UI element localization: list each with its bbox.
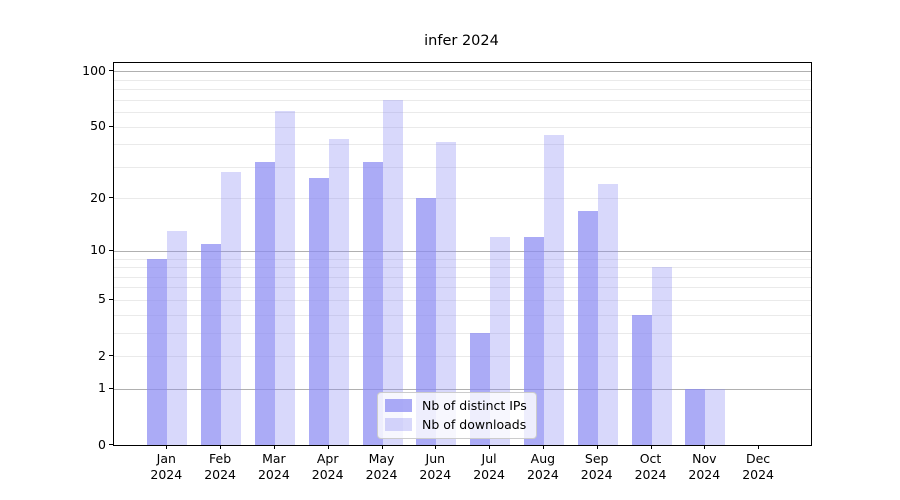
gridline-minor [114,144,811,146]
legend: Nb of distinct IPs Nb of downloads [377,392,537,439]
gridline-minor [114,99,811,101]
gridline-minor [114,126,811,128]
y-tick [109,197,113,199]
gridline-minor [114,287,811,289]
bar-downloads-nov [705,388,726,445]
y-tick-label: 0 [98,436,106,452]
bar-downloads-sep [597,184,618,445]
bar-distinct-ips-sep [577,210,598,445]
bar-downloads-apr [328,138,349,445]
x-tick-label: Aug 2024 [526,451,559,482]
gridline-minor [114,166,811,168]
y-tick-label: 10 [90,242,106,258]
gridline-minor [114,332,811,334]
x-tick-label: Nov 2024 [688,451,721,482]
x-tick [596,445,598,449]
y-tick-label: 5 [98,291,106,307]
y-tick-label: 20 [90,189,106,205]
gridline-minor [114,198,811,200]
gridline-minor [114,267,811,268]
x-tick [166,445,168,449]
x-tick-label: Apr 2024 [311,451,344,482]
x-tick-label: Jun 2024 [419,451,452,482]
legend-swatch-downloads [385,418,412,431]
y-tick-label: 100 [82,62,106,78]
bar-distinct-ips-apr [308,178,329,445]
y-tick [109,355,113,356]
bar-distinct-ips-nov [685,388,706,445]
y-tick [109,387,113,389]
gridline-minor [114,258,811,260]
gridline-major [114,250,811,252]
plot-area [113,62,812,446]
y-tick [109,249,113,251]
gridline-minor [114,89,811,90]
gridline-minor [114,276,811,278]
x-tick-label: May 2024 [365,451,398,482]
bar-distinct-ips-jan [147,258,168,445]
x-tick [381,445,383,449]
bar-distinct-ips-may [362,161,383,445]
bar-downloads-jan [167,231,188,445]
bar-downloads-may [382,99,403,445]
bar-downloads-mar [274,110,295,445]
x-tick-label: Dec 2024 [742,451,774,482]
gridline-minor [114,314,811,316]
gridline-minor [114,79,811,81]
x-tick-label: Jul 2024 [473,451,505,482]
x-tick-label: Oct 2024 [634,451,667,482]
y-tick [109,70,113,72]
x-tick [435,445,437,449]
legend-swatch-distinct-ips [385,399,412,412]
bar-distinct-ips-oct [631,314,652,445]
x-tick [220,445,222,449]
y-tick [109,298,113,300]
y-tick-label: 50 [90,118,106,133]
legend-label-downloads: Nb of downloads [422,417,527,432]
bar-downloads-aug [543,134,564,445]
y-tick [109,444,113,445]
gridline-major [114,388,811,390]
bar-downloads-jun [436,142,457,445]
x-tick [273,445,275,449]
y-tick-label: 1 [98,380,106,396]
legend-item-downloads: Nb of downloads [385,417,527,432]
bar-distinct-ips-mar [254,161,275,445]
x-tick-label: Sep 2024 [580,451,613,482]
x-tick-label: Jan 2024 [150,451,183,482]
bar-downloads-feb [221,172,242,445]
x-tick [327,445,329,449]
gridline-major [114,71,811,73]
x-tick [758,445,760,449]
x-tick [542,445,544,449]
bar-distinct-ips-feb [201,243,222,445]
x-tick [489,445,491,449]
bar-downloads-oct [651,267,672,445]
legend-item-distinct-ips: Nb of distinct IPs [385,398,527,413]
x-tick-label: Feb 2024 [204,451,236,482]
gridline-minor [114,356,811,357]
gridline-minor [114,299,811,301]
y-tick-label: 2 [98,347,106,363]
legend-label-distinct-ips: Nb of distinct IPs [422,398,527,413]
gridline-minor [114,112,811,113]
chart-title: infer 2024 [424,33,499,49]
x-tick [704,445,706,449]
x-tick-label: Mar 2024 [257,451,290,482]
y-tick [109,125,113,127]
x-tick [650,445,652,449]
bar-distinct-ips-jun [416,198,437,445]
